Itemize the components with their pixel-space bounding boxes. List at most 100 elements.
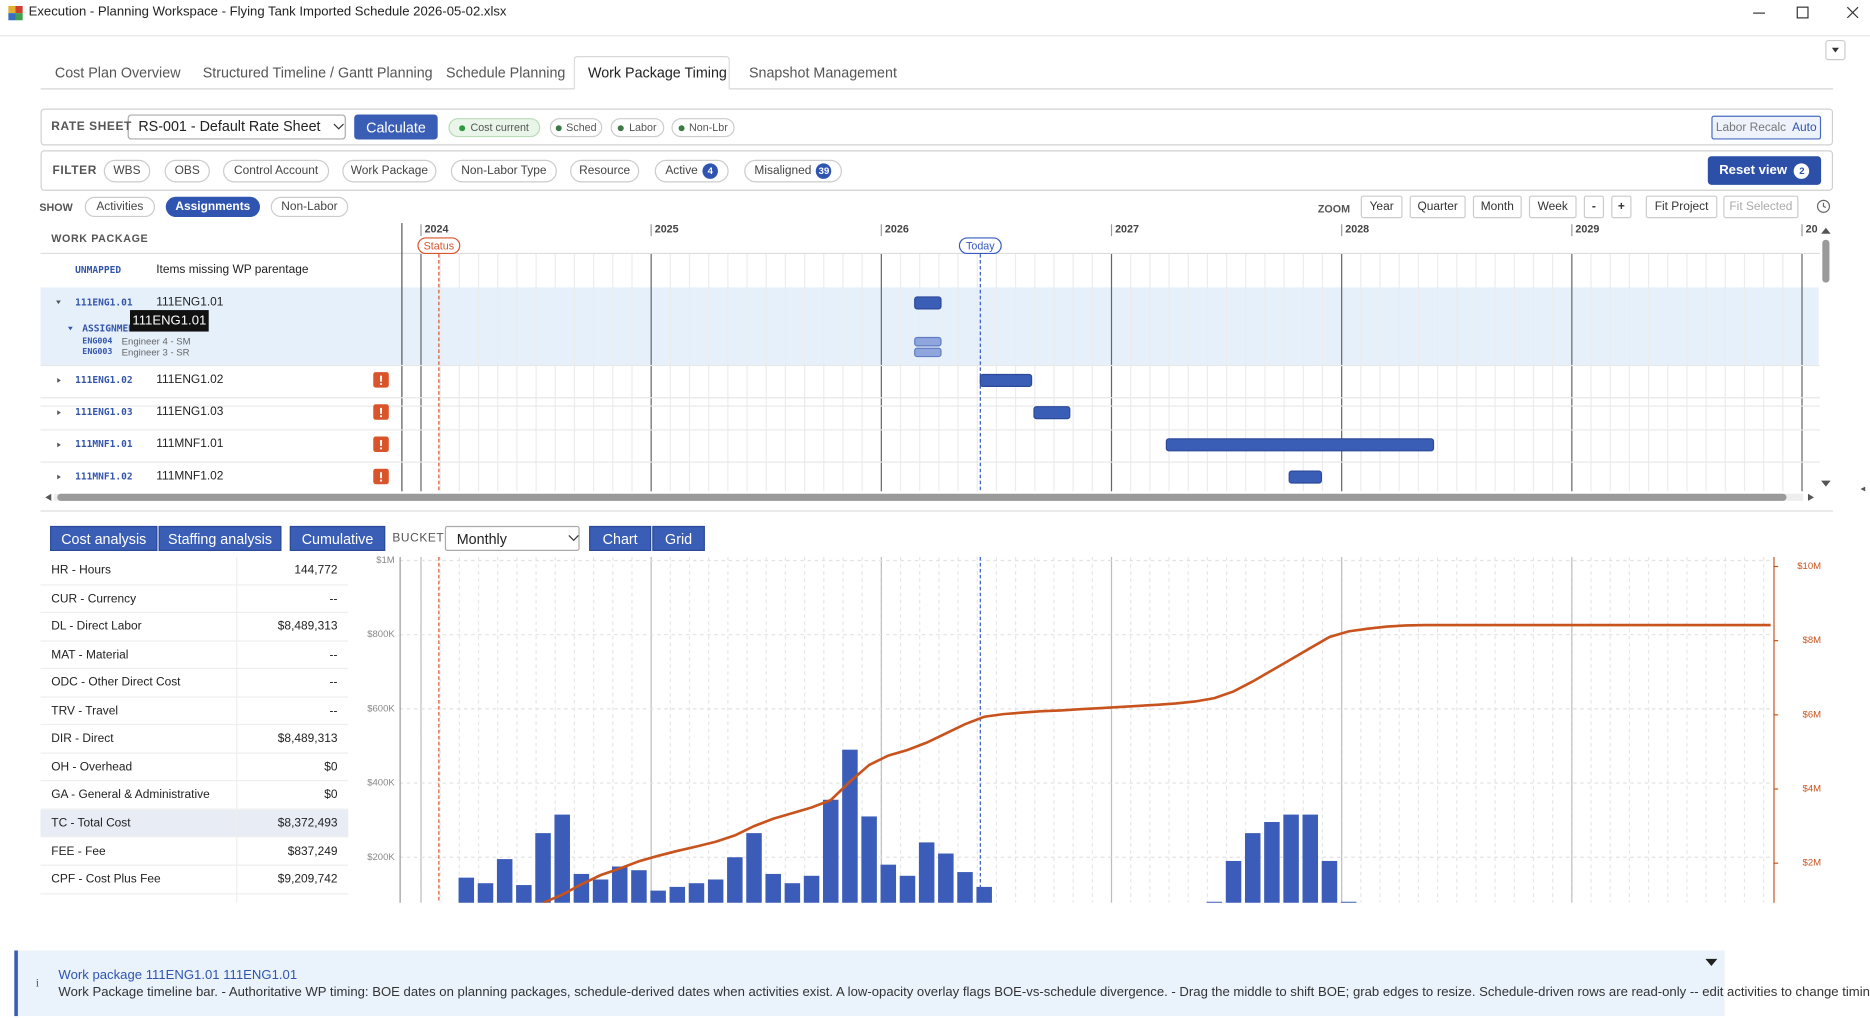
status-dot [459,124,466,131]
filter-chip[interactable]: Non-Labor Type [450,159,557,183]
wp-code[interactable]: 111ENG1.03 [75,406,133,418]
wp-code[interactable]: 111ENG1.01 [75,296,133,308]
show-option[interactable]: Non-Labor [270,196,349,218]
timeline-bar[interactable] [914,296,942,310]
scroll-left[interactable] [45,493,52,501]
bar [803,875,820,903]
filter-chip[interactable]: Work Package [342,159,437,183]
bucket-value[interactable]: Monthly [456,530,507,548]
year-label: 2027 [1115,223,1139,235]
bucket-label: BUCKET [392,531,445,546]
filter-chip[interactable]: Resource [570,159,640,183]
year-label: 2029 [1575,223,1600,235]
bar [938,853,954,903]
view-toggle[interactable]: Chart [589,525,652,551]
expand-caret[interactable] [56,300,61,305]
h-scroll-thumb[interactable] [57,493,1787,501]
year-label: 2026 [884,223,909,235]
expand-caret[interactable] [57,442,61,448]
calculate-button[interactable]: Calculate [354,114,438,140]
wp-code[interactable]: 111ENG1.02 [75,374,133,386]
bucket-select [444,525,580,551]
cost-row [40,866,349,894]
bar [554,814,570,903]
zoom-button[interactable]: Month [1472,195,1522,219]
splitter-grip[interactable] [1860,486,1866,492]
cost-value: $9,209,742 [277,873,338,887]
warning-glyph [379,382,383,386]
timeline-bar[interactable] [1165,438,1435,452]
timeline-bar[interactable] [914,336,942,347]
filter-chip[interactable]: Active 4 [654,159,729,183]
cost-value: $837,249 [287,844,338,859]
expand-caret[interactable] [57,378,61,383]
reset-view-button[interactable]: Reset view 2 [1707,156,1822,185]
tab[interactable]: Cost Plan Overview [54,64,181,82]
bar [880,864,897,903]
filter-chip[interactable]: WBS [103,159,151,183]
assignments-label: ASSIGNMENTS [82,323,146,334]
expand-caret[interactable] [57,410,61,416]
y2-tick-label: $4M [1803,784,1822,795]
info-title: Work package 111ENG1.01 111ENG1.01 [58,968,298,983]
filter-bar [40,150,1834,191]
warning-glyph [379,415,383,418]
cost-element: DIR - Direct [51,732,114,746]
timeline-bar[interactable] [1033,406,1071,420]
zoom-button[interactable]: Fit Project [1645,195,1718,219]
timeline-bar[interactable] [979,373,1033,387]
reset-label: Reset view [1719,163,1788,178]
filter-chip[interactable]: Misaligned 39 [744,159,842,183]
zoom-button[interactable]: - [1583,195,1605,219]
assignment-code: ENG004 [82,336,113,346]
scroll-down[interactable] [1821,480,1831,487]
cost-value: -- [329,676,338,690]
wp-code[interactable]: UNMAPPED [75,264,122,276]
window-title: Execution - Planning Workspace - Flying … [28,4,507,20]
bar [650,890,666,903]
status-dot [678,124,685,131]
cost-element: OH - Overhead [51,760,133,774]
expand-caret[interactable] [57,474,61,480]
maximize-button[interactable] [1796,6,1809,19]
status-pill: Labor [610,118,665,138]
clock-icon[interactable] [1816,199,1831,213]
cost-value: $0 [324,788,338,802]
view-toggle[interactable]: Grid [652,525,705,551]
timeline-bar[interactable] [1288,470,1322,484]
scroll-right[interactable] [1807,493,1814,501]
cost-row [40,809,349,838]
tab[interactable]: Work Package Timing [587,64,727,82]
info-collapse[interactable] [1705,958,1718,967]
tab[interactable]: Structured Timeline / Gantt Planning [202,64,433,82]
y-tick-label: $800K [367,629,395,640]
bar [746,833,762,903]
show-option[interactable]: Assignments [165,196,260,218]
bar [458,877,475,903]
expand-caret[interactable] [67,326,73,331]
close-button[interactable] [1846,6,1859,19]
rate-select-text[interactable]: RS-001 - Default Rate Sheet [138,118,321,135]
zoom-button[interactable]: Week [1528,195,1577,219]
tab[interactable]: Snapshot Management [748,64,897,82]
filter-chip[interactable]: Control Account [223,159,330,183]
scroll-up[interactable] [1821,227,1831,234]
warning-glyph [379,479,383,482]
cumulative-toggle[interactable]: Cumulative [289,525,386,551]
analysis-mode[interactable]: Cost analysis [50,525,158,551]
zoom-button[interactable]: + [1611,195,1632,219]
zoom-button[interactable]: Year [1360,195,1403,219]
v-scroll-thumb[interactable] [1822,239,1830,283]
bar [707,879,724,903]
zoom-button[interactable]: Quarter [1409,195,1466,219]
filter-chip[interactable]: OBS [164,159,210,183]
timeline-bar[interactable] [914,347,942,358]
labor-recalc[interactable]: Labor Recalc Auto [1711,115,1822,140]
wp-code[interactable]: 111MNF1.02 [75,471,133,482]
wp-code[interactable]: 111MNF1.01 [75,438,133,450]
show-option[interactable]: Activities [84,196,156,218]
tab[interactable]: Schedule Planning [446,64,566,82]
analysis-mode[interactable]: Staffing analysis [158,525,282,551]
select-chevron [568,535,579,542]
